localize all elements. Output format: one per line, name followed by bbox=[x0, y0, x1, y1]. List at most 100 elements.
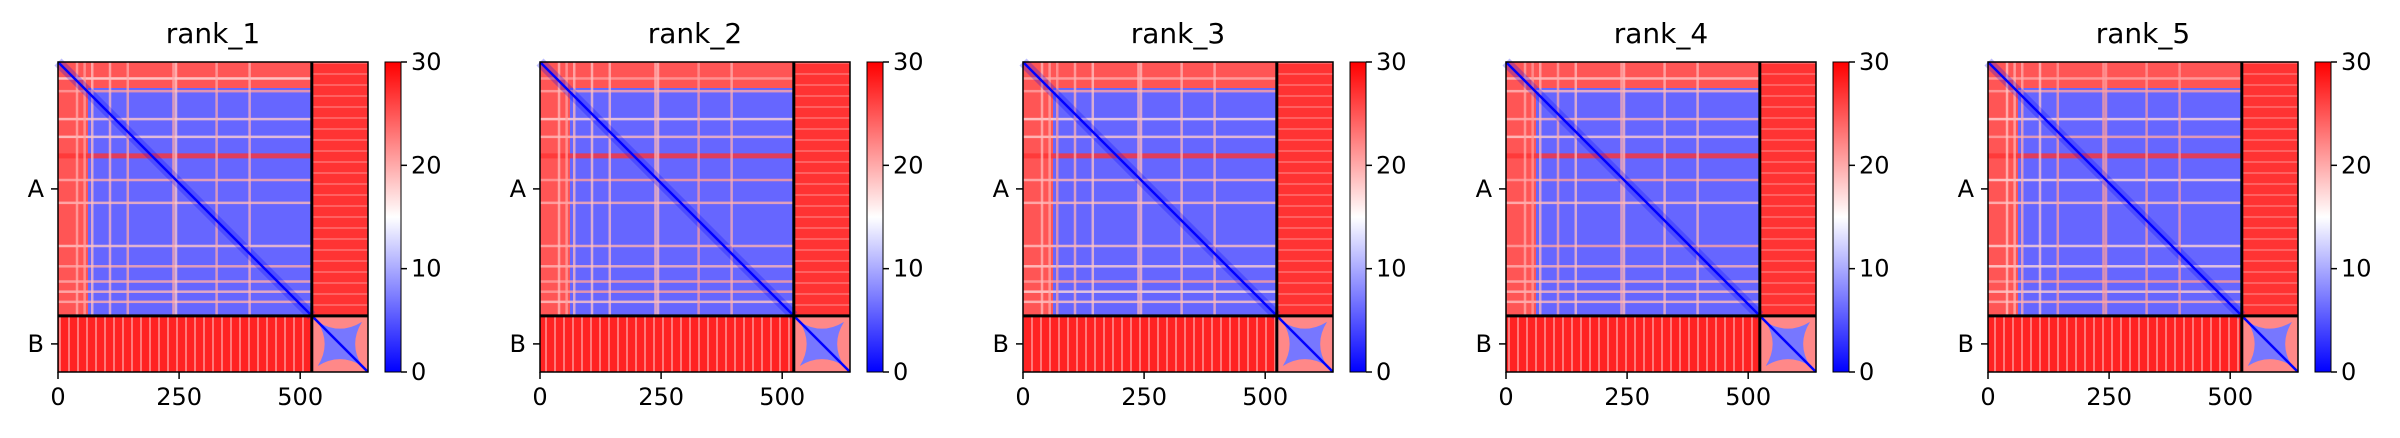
heatmap-band-terminal-top bbox=[1023, 62, 1277, 88]
heatmap-col-stripe bbox=[2005, 62, 2009, 316]
colorbar-tick-label: 30 bbox=[1859, 48, 1890, 76]
x-tick-label: 250 bbox=[2086, 383, 2132, 411]
heatmap-texture-BA bbox=[58, 315, 312, 372]
panel-title: rank_4 bbox=[1614, 17, 1708, 50]
heatmap-row-stripe bbox=[1988, 135, 2242, 139]
colorbar-tick-label: 30 bbox=[1376, 48, 1407, 76]
heatmap-col-stripe bbox=[1523, 62, 1527, 316]
colorbar bbox=[866, 61, 884, 373]
heatmap-col-stripe bbox=[1531, 62, 1534, 316]
colorbar-tick-label: 10 bbox=[411, 255, 442, 283]
heatmap-row-stripe bbox=[1023, 77, 1277, 80]
heatmap-col-stripe bbox=[1696, 62, 1699, 316]
heatmap-row-stripe bbox=[1023, 153, 1277, 159]
colorbar-tick-label: 10 bbox=[2341, 255, 2372, 283]
heatmap-diagonal-glow bbox=[1984, 58, 2246, 320]
heatmap-col-stripe bbox=[557, 62, 561, 316]
heatmap-col-stripe bbox=[75, 62, 79, 316]
heatmap-col-stripe bbox=[565, 62, 568, 316]
heatmap-col-stripe bbox=[1048, 62, 1051, 316]
heatmap-col-stripe bbox=[83, 62, 86, 316]
heatmap-row-stripe bbox=[540, 178, 794, 182]
x-tick-label: 250 bbox=[156, 383, 202, 411]
heatmap-row-stripe bbox=[1506, 89, 1760, 93]
heatmap-col-stripe bbox=[572, 62, 576, 316]
colorbar-tick-label: 20 bbox=[1859, 151, 1890, 179]
heatmap-col-stripe bbox=[108, 62, 112, 316]
heatmap-band-terminal-top bbox=[1506, 62, 1760, 88]
heatmap-col-stripe bbox=[2038, 62, 2042, 316]
chain-label-A: A bbox=[993, 175, 1010, 203]
chain-label-A: A bbox=[510, 175, 527, 203]
heatmap-band-terminal bbox=[1023, 62, 1053, 316]
chain-label-B: B bbox=[510, 330, 526, 358]
heatmap-col-stripe bbox=[730, 62, 733, 316]
heatmap-row-stripe bbox=[540, 265, 794, 268]
heatmap-texture-AB bbox=[793, 62, 850, 316]
heatmap-row-stripe bbox=[58, 153, 312, 159]
x-tick-label: 0 bbox=[532, 383, 547, 411]
heatmap-row-stripe bbox=[1988, 244, 2242, 248]
heatmap-col-stripe bbox=[172, 62, 175, 316]
chain-label-A: A bbox=[1958, 175, 1975, 203]
colorbar-tick-label: 30 bbox=[2341, 48, 2372, 76]
colorbar-tick-label: 0 bbox=[1859, 358, 1874, 386]
heatmap-diagonal-glow bbox=[54, 58, 316, 320]
heatmap-diagonal-glow bbox=[1019, 58, 1281, 320]
heatmap-col-stripe bbox=[2013, 62, 2016, 316]
colorbar-tick-label: 0 bbox=[1376, 358, 1391, 386]
heatmap-row-stripe bbox=[1506, 300, 1760, 304]
colorbar-tick-label: 30 bbox=[411, 48, 442, 76]
colorbar-tick-label: 20 bbox=[1376, 151, 1407, 179]
heatmap-texture-BA bbox=[1023, 315, 1277, 372]
x-tick-label: 0 bbox=[1015, 383, 1030, 411]
heatmap-band-terminal-top bbox=[540, 62, 794, 88]
heatmap-row-stripe bbox=[1506, 290, 1760, 293]
heatmap-row-stripe bbox=[58, 77, 312, 80]
chain-label-B: B bbox=[1958, 330, 1974, 358]
heatmap-row-stripe bbox=[1988, 117, 2242, 121]
colorbar-tick-label: 10 bbox=[893, 255, 924, 283]
heatmap-band-terminal-top bbox=[58, 62, 312, 88]
heatmap-texture-AB bbox=[311, 62, 368, 316]
heatmap-row-stripe bbox=[540, 244, 794, 248]
x-tick-label: 500 bbox=[2207, 383, 2253, 411]
heatmap-row-stripe bbox=[1023, 244, 1277, 248]
colorbar-tick-label: 0 bbox=[2341, 358, 2356, 386]
heatmap-col-stripe bbox=[608, 62, 612, 316]
panel-title: rank_5 bbox=[2096, 17, 2190, 50]
heatmap-texture-BA bbox=[1506, 315, 1760, 372]
heatmap-row-stripe bbox=[1506, 77, 1760, 80]
heatmap-col-stripe bbox=[215, 62, 218, 316]
heatmap-col-stripe bbox=[2178, 62, 2181, 316]
heatmap-row-stripe bbox=[1988, 153, 2242, 159]
plot-frame bbox=[1022, 61, 1334, 373]
colorbar-tick-label: 20 bbox=[2341, 151, 2372, 179]
heatmap-row-stripe bbox=[1023, 117, 1277, 121]
heatmap-row-stripe bbox=[1506, 178, 1760, 182]
heatmap-texture-AB bbox=[1759, 62, 1816, 316]
heatmap-row-stripe bbox=[58, 280, 312, 283]
heatmap-band-terminal-top bbox=[1988, 62, 2242, 88]
heatmap-row-stripe bbox=[540, 300, 794, 304]
heatmap-row-stripe bbox=[1506, 117, 1760, 121]
x-tick-label: 500 bbox=[1725, 383, 1771, 411]
heatmap-band-terminal bbox=[1988, 62, 2018, 316]
heatmap-row-stripe bbox=[1988, 201, 2242, 205]
heatmap-band-terminal bbox=[58, 62, 88, 316]
heatmap-col-stripe bbox=[654, 62, 657, 316]
heatmap-row-stripe bbox=[58, 89, 312, 93]
plot-frame bbox=[57, 61, 369, 373]
heatmap-row-stripe bbox=[1988, 265, 2242, 268]
heatmap-row-stripe bbox=[1023, 265, 1277, 268]
heatmap-row-stripe bbox=[540, 89, 794, 93]
panel-title: rank_1 bbox=[166, 17, 260, 50]
heatmap-col-stripe bbox=[1040, 62, 1044, 316]
x-tick-label: 0 bbox=[1980, 383, 1995, 411]
plot-frame bbox=[1987, 61, 2299, 373]
heatmap-row-stripe bbox=[1988, 178, 2242, 182]
